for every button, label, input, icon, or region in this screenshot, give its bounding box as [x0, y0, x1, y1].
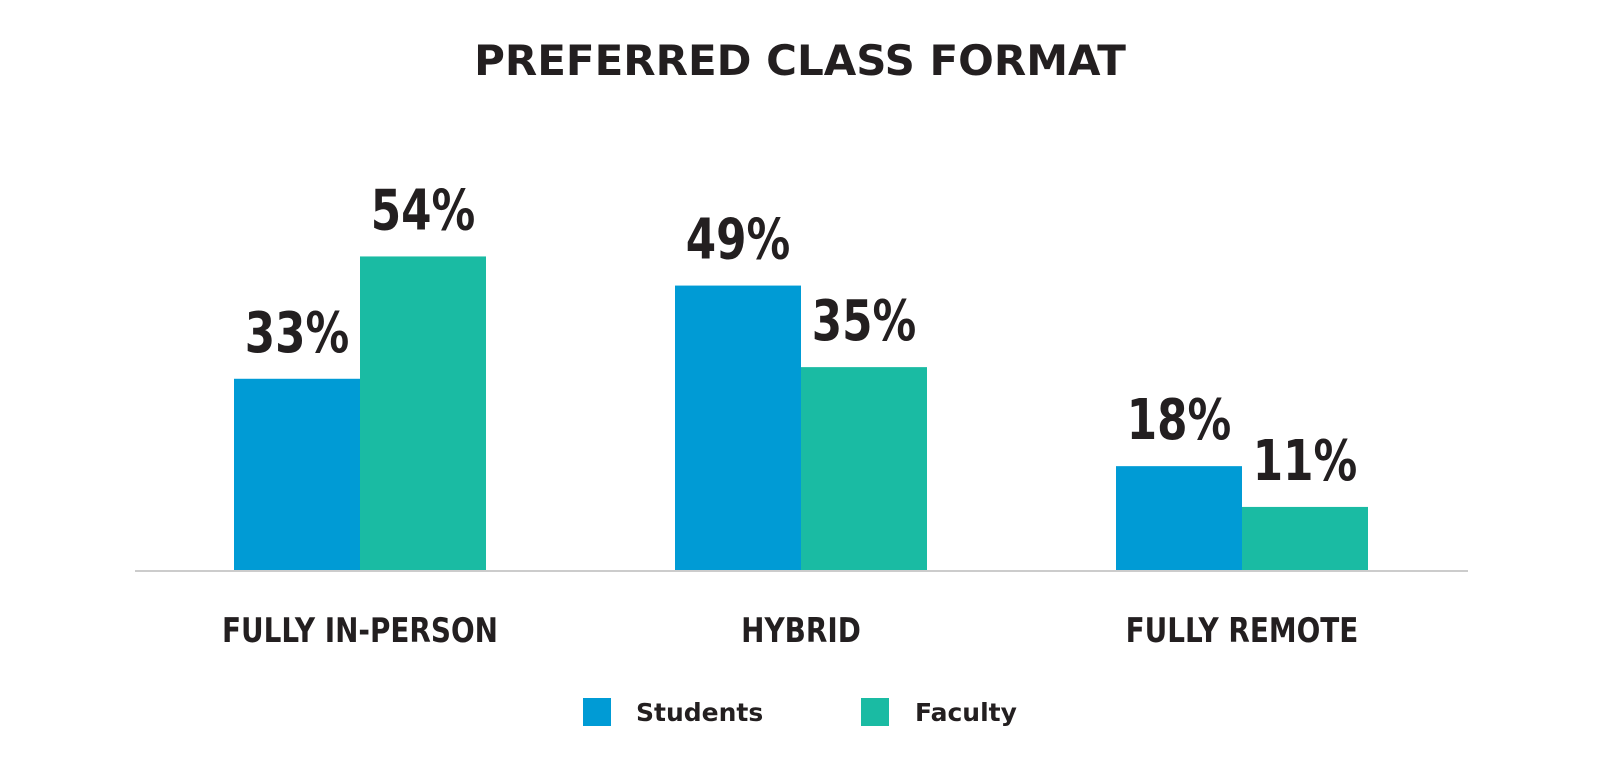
value-label-students-1: 33% — [245, 299, 350, 365]
bar-students-3 — [1116, 466, 1242, 571]
value-label-faculty-3: 11% — [1253, 428, 1358, 494]
category-labels-group: FULLY IN-PERSON HYBRID FULLY REMOTE — [222, 611, 1358, 650]
category-label-1: FULLY IN-PERSON — [222, 611, 498, 650]
legend-label-faculty: Faculty — [915, 698, 1017, 727]
bar-faculty-2 — [801, 367, 927, 571]
value-label-students-3: 18% — [1127, 387, 1232, 453]
chart-title: PREFERRED CLASS FORMAT — [474, 36, 1126, 85]
bar-students-2 — [675, 285, 801, 571]
bar-faculty-3 — [1242, 506, 1368, 571]
value-label-faculty-2: 35% — [812, 288, 917, 354]
legend: Students Faculty — [583, 698, 1017, 727]
bar-students-1 — [234, 378, 360, 571]
value-label-faculty-1: 54% — [371, 177, 476, 243]
bars-group — [234, 256, 1368, 571]
category-label-2: HYBRID — [741, 611, 861, 650]
bar-faculty-1 — [360, 256, 486, 571]
legend-swatch-students — [583, 698, 611, 726]
legend-swatch-faculty — [861, 698, 889, 726]
category-label-3: FULLY REMOTE — [1126, 611, 1359, 650]
value-labels-group: 33% 54% 49% 35% 18% 11% — [245, 177, 1358, 493]
legend-label-students: Students — [636, 698, 763, 727]
value-label-students-2: 49% — [686, 206, 791, 272]
